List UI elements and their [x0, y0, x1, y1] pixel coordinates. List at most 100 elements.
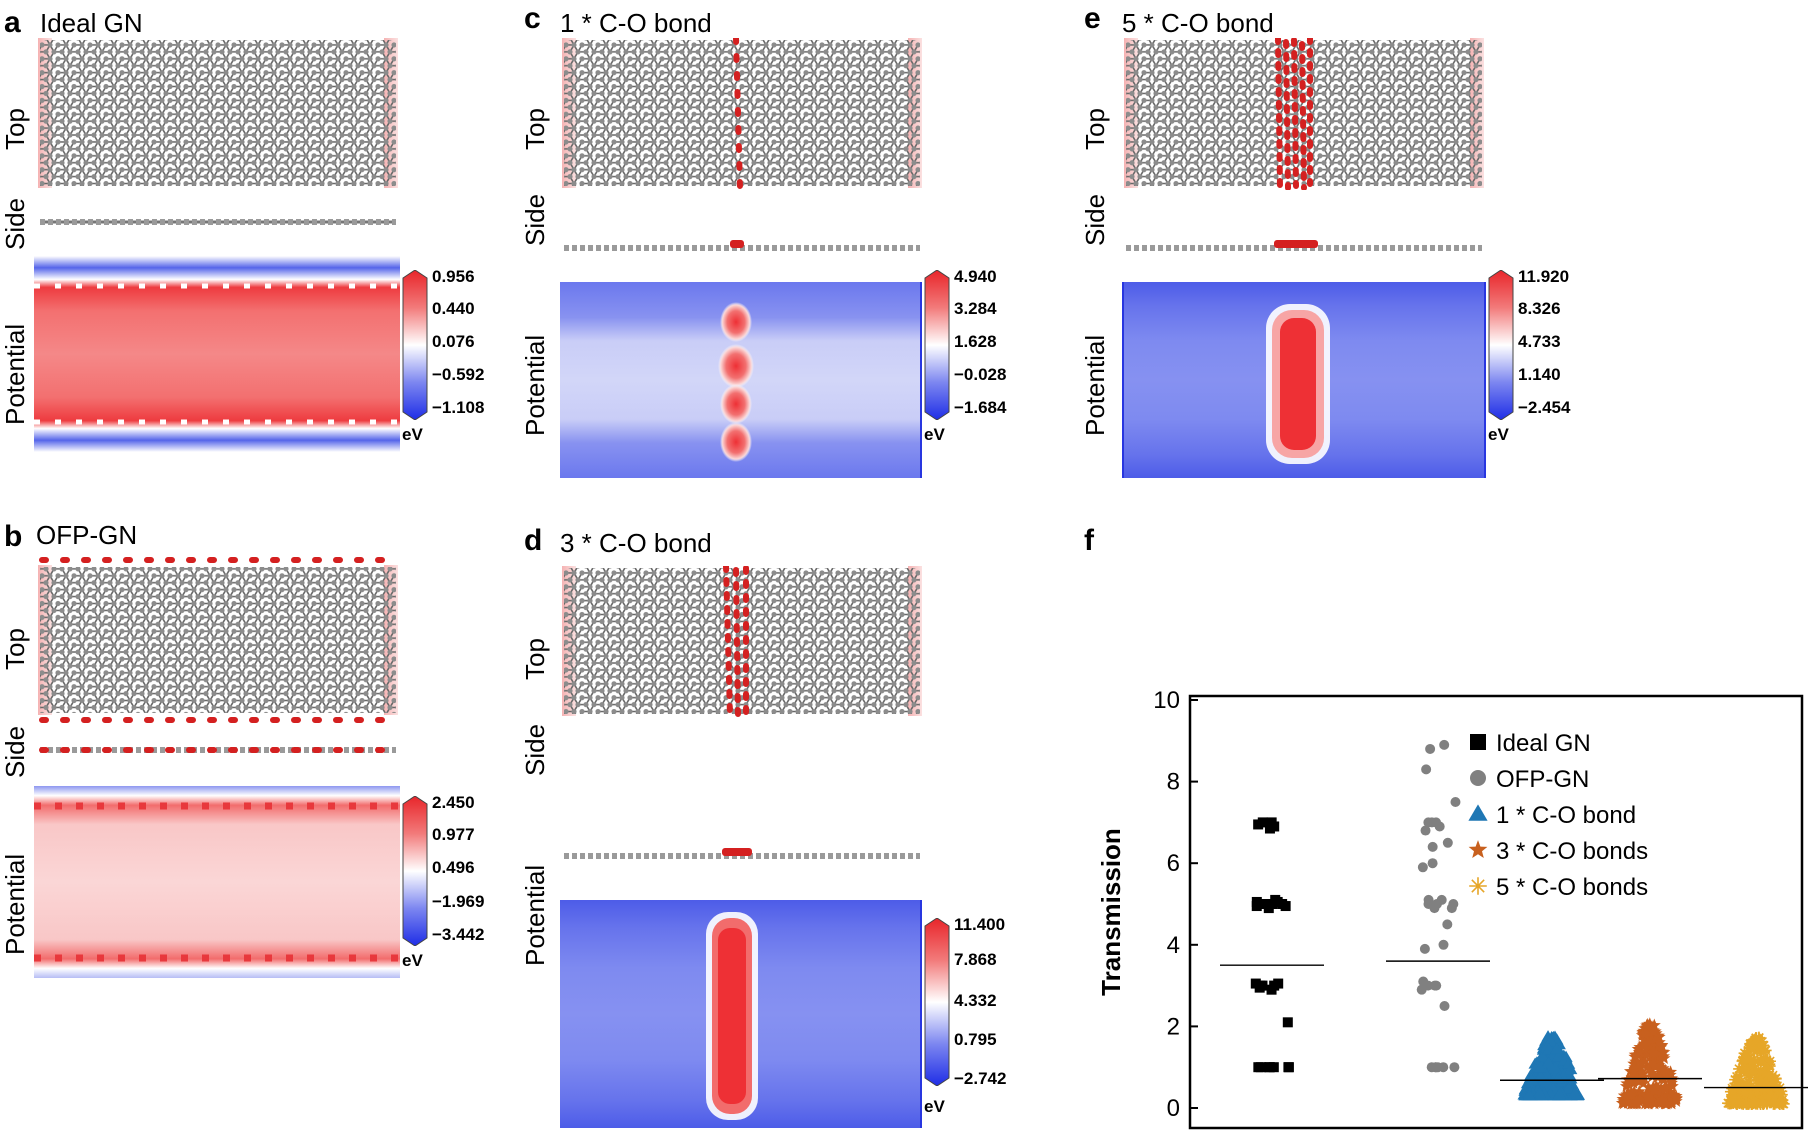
data-point — [1436, 894, 1447, 905]
colorbar-tick: −3.442 — [432, 925, 485, 944]
data-point — [1757, 1084, 1770, 1097]
colorbar-unit: eV — [924, 1097, 945, 1116]
series-5 — [1722, 1031, 1790, 1110]
colorbar-tick: 0.440 — [432, 299, 475, 318]
data-point — [1522, 1089, 1536, 1101]
data-point — [1728, 1091, 1741, 1104]
data-point — [1417, 862, 1428, 873]
data-point — [1633, 1093, 1647, 1106]
data-point — [1759, 1076, 1772, 1089]
data-point — [1645, 1069, 1659, 1083]
data-point — [1638, 1038, 1652, 1051]
data-point — [1419, 943, 1430, 954]
data-point — [1655, 1038, 1669, 1052]
data-point — [1532, 1086, 1547, 1099]
data-point — [1737, 1086, 1750, 1099]
panel-letter: c — [524, 2, 541, 35]
colorbar-tick: 3.284 — [954, 299, 997, 318]
data-point — [1427, 858, 1438, 869]
data-point — [1470, 770, 1486, 786]
data-point — [1635, 1066, 1649, 1080]
data-point — [1724, 1085, 1738, 1098]
data-point — [1266, 984, 1277, 995]
data-point — [1648, 1097, 1662, 1110]
data-point — [1651, 1041, 1665, 1055]
colorbar-tick: 0.977 — [432, 825, 475, 844]
data-point — [1642, 1080, 1655, 1093]
data-point — [1446, 903, 1457, 914]
data-point — [1733, 1062, 1746, 1076]
colorbar-tick: 4.940 — [954, 267, 997, 286]
view-label-side: Side — [520, 193, 550, 246]
colorbar-tick: 0.795 — [954, 1030, 997, 1049]
data-point — [1653, 1060, 1667, 1074]
legend-label: 3 * C-O bonds — [1496, 838, 1648, 865]
data-point — [1638, 1054, 1652, 1067]
data-point — [1470, 734, 1486, 750]
colorbar-tick: 0.956 — [432, 267, 475, 286]
view-label-potential: Potential — [0, 853, 30, 955]
data-point — [1426, 817, 1437, 828]
data-point — [1257, 817, 1268, 828]
data-point — [1266, 899, 1277, 909]
colorbar-unit: eV — [402, 951, 423, 970]
data-point — [1541, 1056, 1556, 1068]
data-point — [1425, 743, 1436, 754]
data-point — [1283, 1062, 1294, 1073]
data-point — [1624, 1088, 1638, 1102]
data-point — [1450, 797, 1461, 807]
data-point — [1763, 1059, 1776, 1073]
view-label-top: Top — [1080, 108, 1110, 150]
colorbar-unit: eV — [924, 425, 945, 444]
series-3 — [1517, 1030, 1586, 1101]
potential-map — [34, 256, 400, 452]
side-view-structure — [564, 240, 920, 251]
colorbar-tick: 1.140 — [1518, 365, 1561, 384]
view-label-top: Top — [0, 108, 30, 150]
colorbar-tick: 4.733 — [1518, 332, 1561, 351]
top-view-structure — [562, 566, 922, 718]
y-tick-label: 0 — [1167, 1095, 1180, 1122]
data-point — [1640, 1018, 1654, 1032]
panel-title: Ideal GN — [40, 8, 143, 38]
legend-label: OFP-GN — [1496, 766, 1589, 793]
view-label-potential: Potential — [520, 334, 550, 436]
data-point — [1739, 1062, 1752, 1075]
data-point — [1644, 1035, 1658, 1048]
data-point — [1657, 1045, 1671, 1058]
data-point — [1648, 1059, 1661, 1072]
data-point — [1657, 1073, 1671, 1086]
data-point — [1632, 1086, 1646, 1100]
colorbar-tick: −0.592 — [432, 365, 485, 384]
data-point — [1536, 1050, 1550, 1062]
top-view-structure — [1124, 38, 1484, 190]
data-point — [1647, 1025, 1661, 1038]
potential-map — [34, 786, 400, 978]
data-point — [1439, 739, 1450, 750]
data-point — [1259, 899, 1270, 909]
data-point — [1649, 1079, 1663, 1093]
data-point — [1442, 837, 1453, 848]
colorbar-tick: 0.076 — [432, 332, 475, 351]
plot-frame — [1188, 694, 1804, 1130]
data-point — [1730, 1070, 1743, 1083]
mean-lines — [1220, 960, 1808, 1089]
data-point — [1722, 1097, 1735, 1110]
side-view-structure — [1126, 240, 1482, 251]
data-point — [1642, 1062, 1656, 1076]
legend-label: Ideal GN — [1496, 730, 1591, 757]
data-point — [1468, 840, 1488, 858]
data-point — [1550, 1042, 1564, 1054]
data-point — [1634, 1059, 1648, 1072]
data-point — [1568, 1087, 1582, 1099]
data-point — [1564, 1062, 1578, 1075]
data-marks — [1250, 739, 1790, 1110]
data-point — [1627, 1057, 1641, 1070]
data-point — [1430, 1062, 1441, 1073]
colorbar — [402, 796, 428, 946]
data-point — [1633, 1040, 1647, 1053]
colorbar-tick: −0.028 — [954, 365, 1007, 384]
data-point — [1646, 1046, 1660, 1059]
view-label-potential: Potential — [0, 323, 30, 425]
top-view-structure — [38, 38, 398, 188]
